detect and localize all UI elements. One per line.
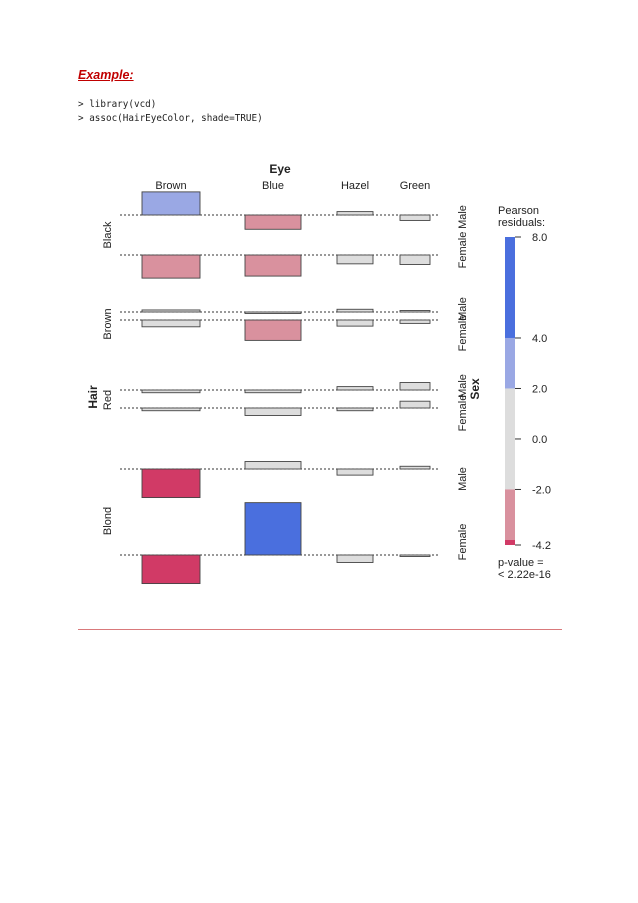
- eye-label-green: Green: [400, 180, 431, 192]
- bar-brown-male-green: [399, 310, 431, 313]
- sex-label-red-male: Male: [457, 374, 469, 398]
- bar-red-female-hazel: [336, 407, 374, 412]
- section-divider: [78, 629, 562, 630]
- legend-tick-label-4-0: 4.0: [532, 333, 547, 345]
- bar-brown-male-brown: [141, 309, 201, 313]
- bar-black-male-brown: [141, 191, 201, 216]
- sex-label-red-female: Female: [457, 395, 469, 432]
- eye-label-hazel: Hazel: [341, 180, 369, 192]
- legend-band--2-to-2: [505, 388, 515, 490]
- hair-label-brown: Brown: [102, 308, 114, 339]
- bar-black-female-brown: [141, 254, 201, 279]
- bar-red-male-brown: [141, 389, 201, 394]
- bar-black-female-blue: [244, 254, 302, 277]
- eye-label-blue: Blue: [262, 180, 284, 192]
- bar-brown-male-blue: [244, 311, 302, 314]
- example-heading: Example:: [78, 68, 134, 82]
- pvalue-line-2: < 2.22e-16: [498, 569, 551, 581]
- bar-red-female-blue: [244, 407, 302, 416]
- legend-tick-label-0-0: 0.0: [532, 434, 547, 446]
- eye-axis-label: Eye: [269, 162, 291, 176]
- bar-black-male-blue: [244, 214, 302, 230]
- bar-red-male-hazel: [336, 386, 374, 391]
- bar-blond-male-hazel: [336, 468, 374, 476]
- bar-red-female-brown: [141, 407, 201, 412]
- bar-blond-female-hazel: [336, 554, 374, 563]
- bar-brown-female-hazel: [336, 319, 374, 327]
- hair-axis-label: Hair: [86, 385, 100, 409]
- legend-band-4-to-8: [505, 237, 515, 338]
- legend-title-line-2: residuals:: [498, 217, 545, 229]
- code-line-assoc: > assoc(HairEyeColor, shade=TRUE): [78, 113, 263, 124]
- bar-blond-male-green: [399, 465, 431, 470]
- bar-black-female-hazel: [336, 254, 374, 265]
- bar-red-male-blue: [244, 389, 302, 394]
- bar-red-female-green: [399, 400, 431, 409]
- sex-label-blond-female: Female: [457, 524, 469, 561]
- legend-tick-label-2-0: 2.0: [532, 383, 547, 395]
- legend-title-line-1: Pearson: [498, 205, 539, 217]
- bar-blond-female-green: [399, 554, 431, 557]
- hair-label-blond: Blond: [102, 507, 114, 535]
- bar-blond-male-blue: [244, 461, 302, 470]
- bar-blond-female-brown: [141, 554, 201, 585]
- legend-band--4-to--2: [505, 489, 515, 540]
- bar-black-female-green: [399, 254, 431, 265]
- bar-brown-female-brown: [141, 319, 201, 328]
- sex-label-brown-female: Female: [457, 315, 469, 352]
- sex-label-black-female: Female: [457, 232, 469, 269]
- legend-tick-label--2-0: -2.0: [532, 484, 551, 496]
- legend-band--4-2-to--4: [505, 539, 515, 545]
- sex-label-black-male: Male: [457, 205, 469, 229]
- sex-label-blond-male: Male: [457, 467, 469, 491]
- sex-axis-label: Sex: [468, 378, 482, 400]
- pvalue-line-1: p-value =: [498, 557, 544, 569]
- bar-black-male-green: [399, 214, 431, 221]
- bar-blond-female-blue: [244, 502, 302, 556]
- sex-label-brown-male: Male: [457, 297, 469, 321]
- hair-label-red: Red: [102, 390, 114, 410]
- bar-brown-female-green: [399, 319, 431, 324]
- eye-label-brown: Brown: [155, 180, 186, 192]
- code-line-library: > library(vcd): [78, 99, 157, 110]
- legend-tick-label--4-2: -4.2: [532, 540, 551, 552]
- legend-tick-label-8-0: 8.0: [532, 232, 547, 244]
- bar-blond-male-brown: [141, 468, 201, 499]
- hair-label-black: Black: [102, 221, 114, 248]
- bar-brown-female-blue: [244, 319, 302, 341]
- bar-red-male-green: [399, 382, 431, 391]
- bar-black-male-hazel: [336, 211, 374, 216]
- legend-band-2-to-4: [505, 337, 515, 389]
- bar-brown-male-hazel: [336, 308, 374, 313]
